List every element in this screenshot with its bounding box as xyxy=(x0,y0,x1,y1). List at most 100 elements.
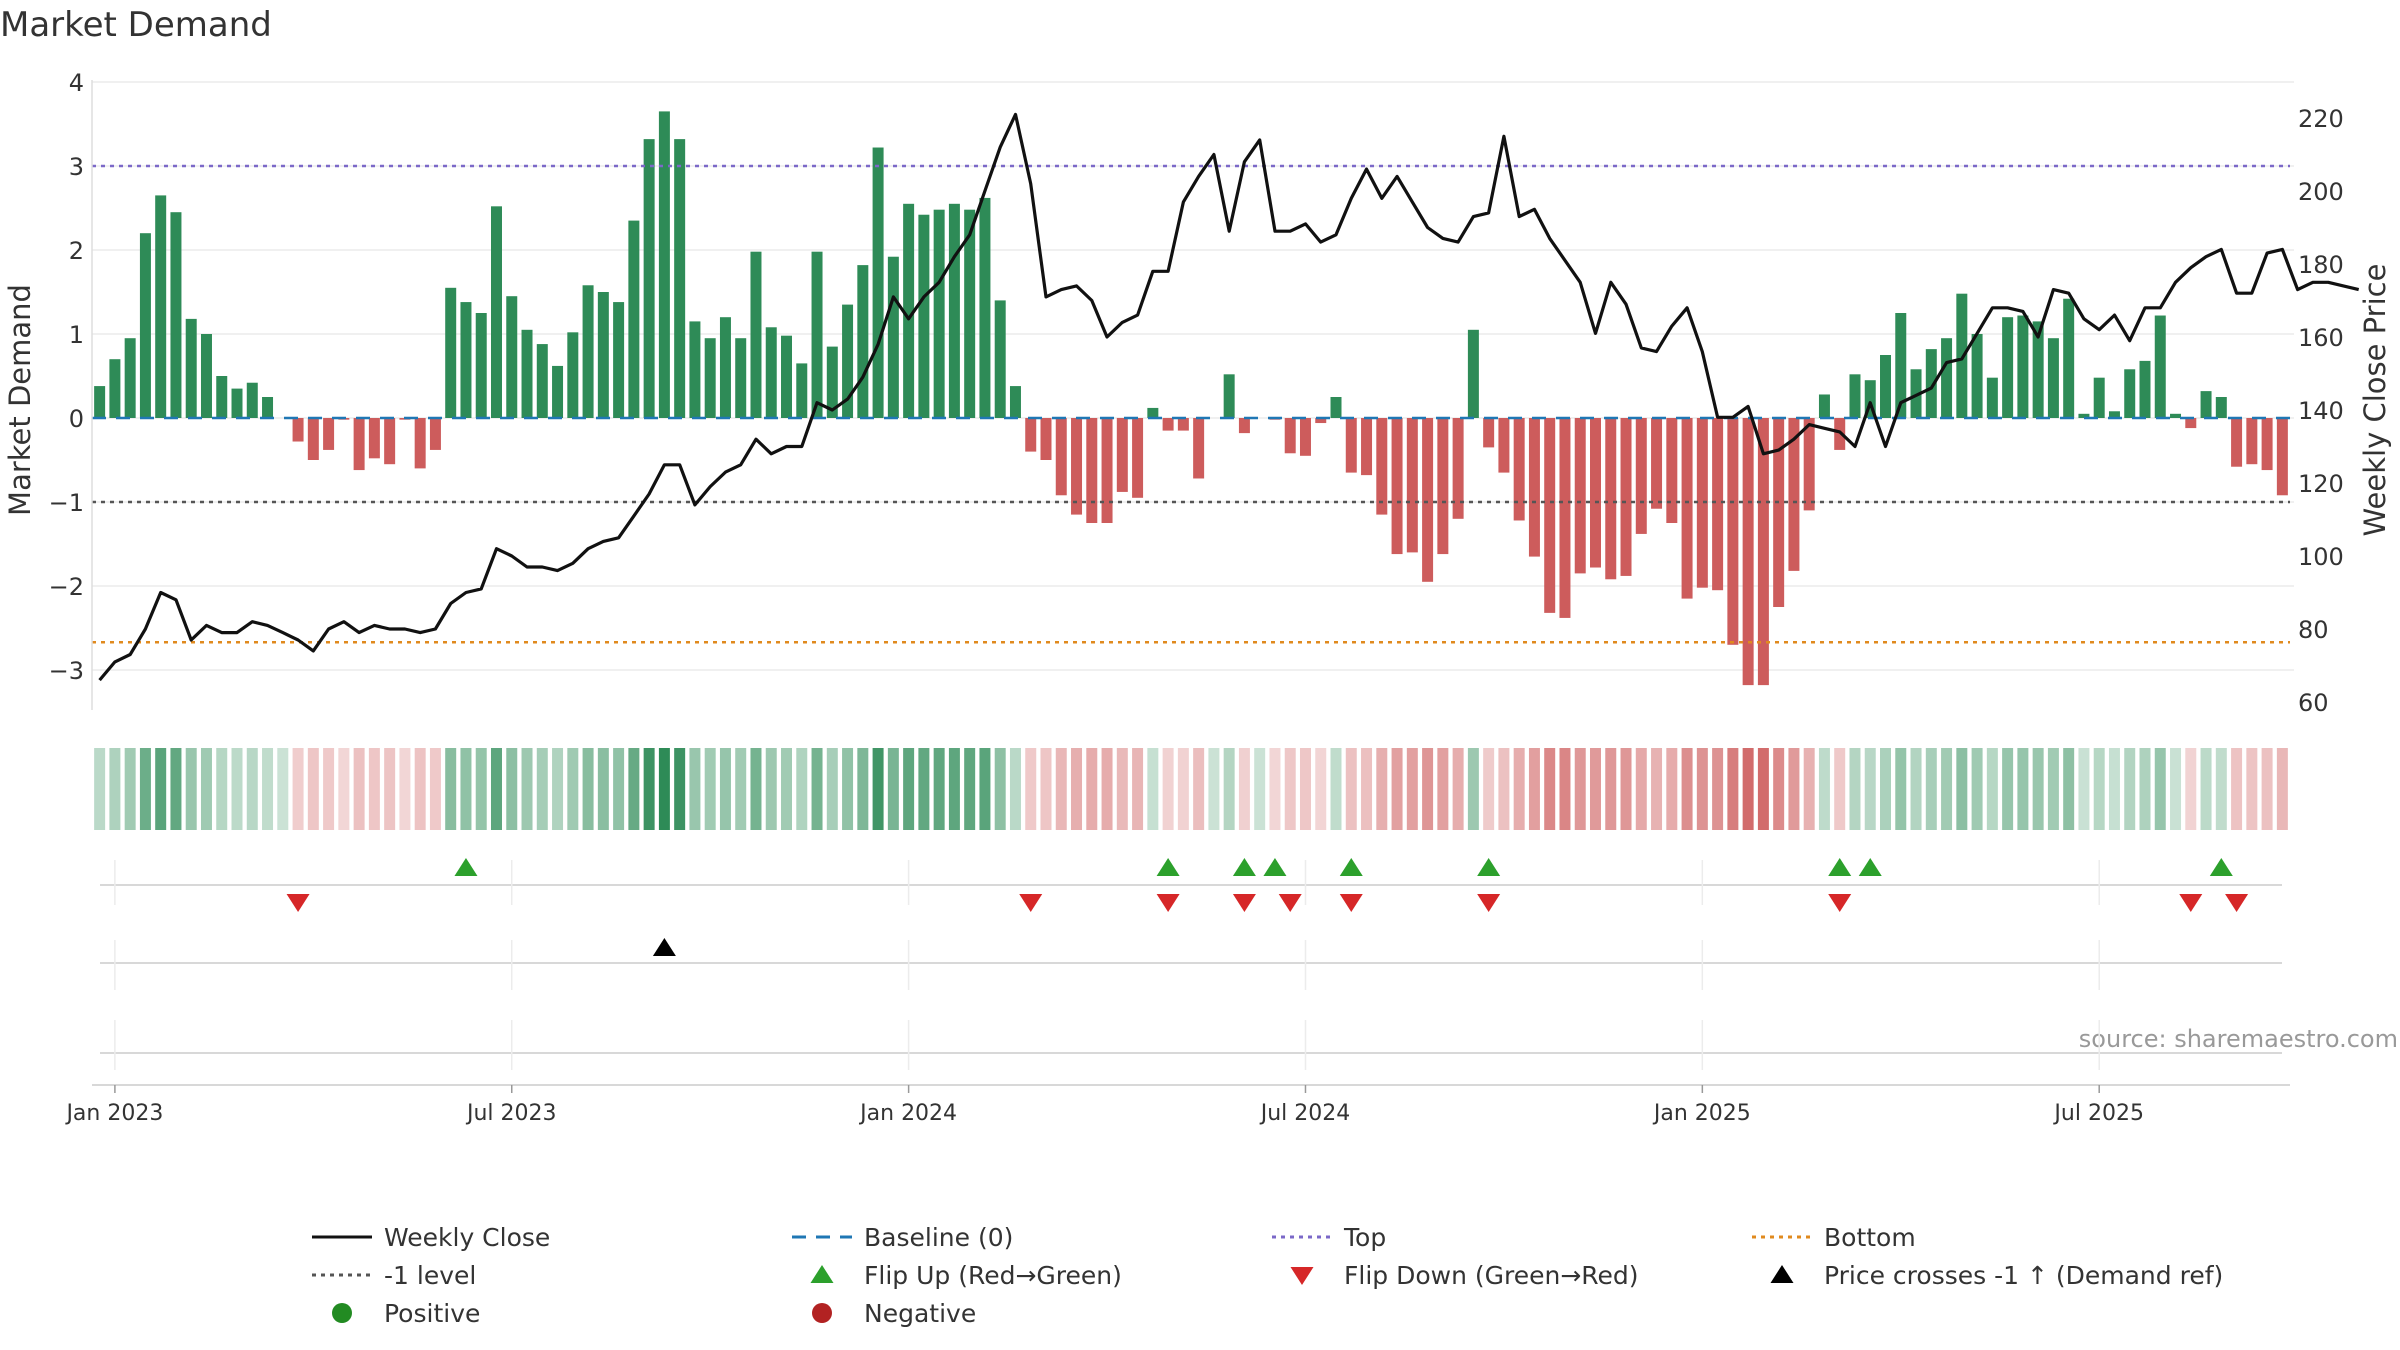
heat-strip-cell xyxy=(689,748,701,830)
heat-strip-cell xyxy=(139,748,151,830)
demand-bar xyxy=(2200,391,2212,418)
heat-strip-cell xyxy=(1467,748,1479,830)
x-tick-label: Jul 2023 xyxy=(465,1101,557,1126)
demand-bar xyxy=(490,206,502,418)
heat-strip-cell xyxy=(887,748,899,830)
demand-bar xyxy=(1101,418,1113,523)
demand-bar xyxy=(1086,418,1098,523)
heat-strip-cell xyxy=(811,748,823,830)
heat-strip-cell xyxy=(1132,748,1144,830)
demand-bar xyxy=(353,418,365,471)
demand-bar xyxy=(1391,418,1403,555)
demand-bar xyxy=(94,386,106,418)
y-tick-label-left: −3 xyxy=(49,657,84,685)
axes: 4 3 2 1 0 −1 −2 −3 220 200 180 160 140 120 100 80 60 Jan … xyxy=(49,69,2344,1126)
demand-bar xyxy=(613,302,625,418)
heat-strip-cell xyxy=(1361,748,1373,830)
heat-strip-cell xyxy=(216,748,228,830)
heat-strip-cell xyxy=(170,748,182,830)
demand-bar xyxy=(1742,418,1754,686)
heat-strip-cell xyxy=(1635,748,1647,830)
demand-bar xyxy=(948,203,960,418)
heat-strip-cell xyxy=(292,748,304,830)
legend-label: Positive xyxy=(384,1299,480,1328)
y-tick-label-left: 0 xyxy=(69,405,84,433)
demand-bar xyxy=(1467,329,1479,418)
flip-down-marker xyxy=(1477,894,1501,912)
heat-strip-cell xyxy=(1757,748,1769,830)
heat-strip-cell xyxy=(2047,748,2059,830)
demand-bar xyxy=(704,338,716,418)
heat-strip-cell xyxy=(2246,748,2258,830)
demand-bar xyxy=(2170,413,2182,418)
demand-bar xyxy=(2231,418,2243,467)
demand-bar xyxy=(1452,418,1464,519)
flip-down-marker xyxy=(1232,894,1256,912)
demand-bar xyxy=(903,203,915,418)
heat-strip-cell xyxy=(2017,748,2029,830)
heat-strip-cell xyxy=(1452,748,1464,830)
heat-strip-cell xyxy=(2200,748,2212,830)
legend-label: Flip Up (Red→Green) xyxy=(864,1261,1122,1290)
x-tick-label: Jul 2025 xyxy=(2052,1101,2144,1126)
heat-strip-cell xyxy=(475,748,487,830)
demand-bar xyxy=(582,285,594,418)
heat-strip-cell xyxy=(2063,748,2075,830)
heat-strip-cell xyxy=(1513,748,1525,830)
legend-label: Bottom xyxy=(1824,1223,1916,1252)
demand-bar xyxy=(1880,355,1892,418)
demand-bar xyxy=(2078,413,2090,418)
demand-bar xyxy=(292,418,304,442)
demand-bar xyxy=(506,296,518,418)
demand-bar xyxy=(1620,418,1632,576)
heat-strip-cell xyxy=(94,748,106,830)
flip-down-marker xyxy=(2225,894,2249,912)
x-tick-label: Jan 2025 xyxy=(1652,1101,1751,1126)
demand-bar xyxy=(414,418,426,469)
heat-strip-cell xyxy=(918,748,930,830)
demand-bar xyxy=(1437,418,1449,555)
legend-label: Flip Down (Green→Red) xyxy=(1344,1261,1639,1290)
heat-strip-cell xyxy=(262,748,274,830)
heat-strip-cell xyxy=(1376,748,1388,830)
demand-bar xyxy=(658,111,670,419)
legend-label: Baseline (0) xyxy=(864,1223,1013,1252)
heat-strip-cell xyxy=(1284,748,1296,830)
flip-up-marker xyxy=(1858,858,1882,876)
demand-bar xyxy=(1925,349,1937,418)
demand-bar xyxy=(628,220,640,418)
price-line-group xyxy=(98,112,2360,682)
heat-strip-cell xyxy=(1727,748,1739,830)
demand-bar xyxy=(552,365,564,418)
heat-strip-cell xyxy=(414,748,426,830)
demand-bar xyxy=(1238,418,1250,434)
heat-strip-cell xyxy=(429,748,441,830)
demand-bar xyxy=(1284,418,1296,454)
demand-bar xyxy=(2139,360,2151,418)
heat-strip-cell xyxy=(765,748,777,830)
demand-bar xyxy=(2215,397,2227,418)
y-axis-label-right: Weekly Close Price xyxy=(2358,264,2392,537)
demand-bar xyxy=(750,251,762,418)
demand-bar xyxy=(2093,377,2105,418)
heat-strip-cell xyxy=(1986,748,1998,830)
x-tick-label: Jul 2024 xyxy=(1259,1101,1351,1126)
flip-down-marker xyxy=(1278,894,1302,912)
flip-up-marker xyxy=(1263,858,1287,876)
heat-strip-cell xyxy=(1803,748,1815,830)
heat-strip-cell xyxy=(384,748,396,830)
heat-strip-cell xyxy=(1834,748,1846,830)
demand-bar xyxy=(689,321,701,418)
y-tick-label-right: 120 xyxy=(2298,470,2344,498)
heat-strip-cell xyxy=(1437,748,1449,830)
demand-bar xyxy=(1147,407,1159,418)
heat-strip-cell xyxy=(2215,748,2227,830)
heat-strip-cell xyxy=(1071,748,1083,830)
heat-strip-cell xyxy=(1422,748,1434,830)
demand-bar xyxy=(933,209,945,418)
y-tick-label-left: 3 xyxy=(69,153,84,181)
heat-strip-cell xyxy=(1269,748,1281,830)
y-tick-label-right: 100 xyxy=(2298,543,2344,571)
heat-strip-cell xyxy=(1025,748,1037,830)
heat-strip-cell xyxy=(2185,748,2197,830)
